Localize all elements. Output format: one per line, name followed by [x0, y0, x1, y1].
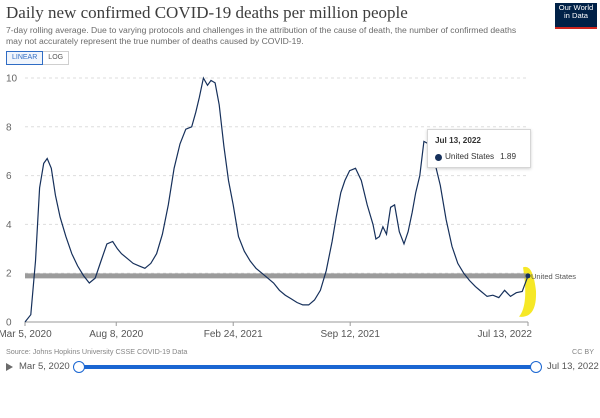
source-note[interactable]: Source: Johns Hopkins University CSSE CO… [6, 347, 188, 356]
license-link[interactable]: CC BY [572, 347, 594, 356]
scale-toggle: LINEAR LOG [6, 51, 70, 65]
timeline-end-handle[interactable] [530, 361, 542, 373]
y-tick-label: 6 [6, 171, 12, 182]
y-tick-label: 8 [6, 122, 12, 133]
tooltip-series-name: United States [445, 152, 495, 161]
owid-logo[interactable]: Our World in Data [555, 3, 597, 29]
tooltip-value: 1.89 [500, 152, 516, 161]
timeline-start-label: Mar 5, 2020 [19, 361, 70, 372]
chart-subtitle: 7-day rolling average. Due to varying pr… [6, 25, 517, 46]
hover-tooltip: Jul 13, 2022 United States 1.89 [427, 129, 531, 168]
series-dot-icon [435, 154, 442, 161]
gridlines [25, 77, 528, 323]
logo-line-1: Our World [558, 3, 594, 12]
series-end-label: United States [531, 272, 576, 281]
logo-line-2: in Data [563, 11, 589, 21]
x-tick-label: Aug 8, 2020 [89, 329, 143, 340]
x-tick-label: Feb 24, 2021 [204, 329, 263, 340]
highlight-marker [519, 266, 537, 317]
x-tick-label: Mar 5, 2020 [0, 329, 52, 340]
y-tick-label: 4 [6, 220, 12, 231]
series-line-united-states[interactable] [24, 76, 529, 323]
y-tick-label: 10 [6, 74, 18, 85]
y-tick-label: 2 [6, 269, 12, 280]
x-axis: Mar 5, 2020 Aug 8, 2020 Feb 24, 2021 Sep 12… [0, 322, 532, 340]
x-tick-label: Jul 13, 2022 [478, 329, 533, 340]
series-end-point[interactable] [525, 273, 531, 279]
tooltip-date: Jul 13, 2022 [435, 136, 481, 145]
timeline-end-label: Jul 13, 2022 [547, 361, 599, 372]
play-icon[interactable] [6, 363, 13, 371]
linear-scale-button[interactable]: LINEAR [6, 51, 44, 65]
line-chart: 0 2 4 6 8 10 Mar 5, 2020 Aug 8, 2020 Feb 24, 20… [0, 74, 576, 341]
chart-title: Daily new confirmed COVID-19 deaths per … [6, 3, 408, 22]
y-axis: 0 2 4 6 8 10 [6, 74, 18, 329]
x-tick-label: Sep 12, 2021 [320, 329, 380, 340]
timeline-track[interactable] [79, 365, 536, 369]
log-scale-button[interactable]: LOG [43, 51, 70, 65]
y-tick-label: 0 [6, 318, 12, 329]
timeline-start-handle[interactable] [73, 361, 85, 373]
